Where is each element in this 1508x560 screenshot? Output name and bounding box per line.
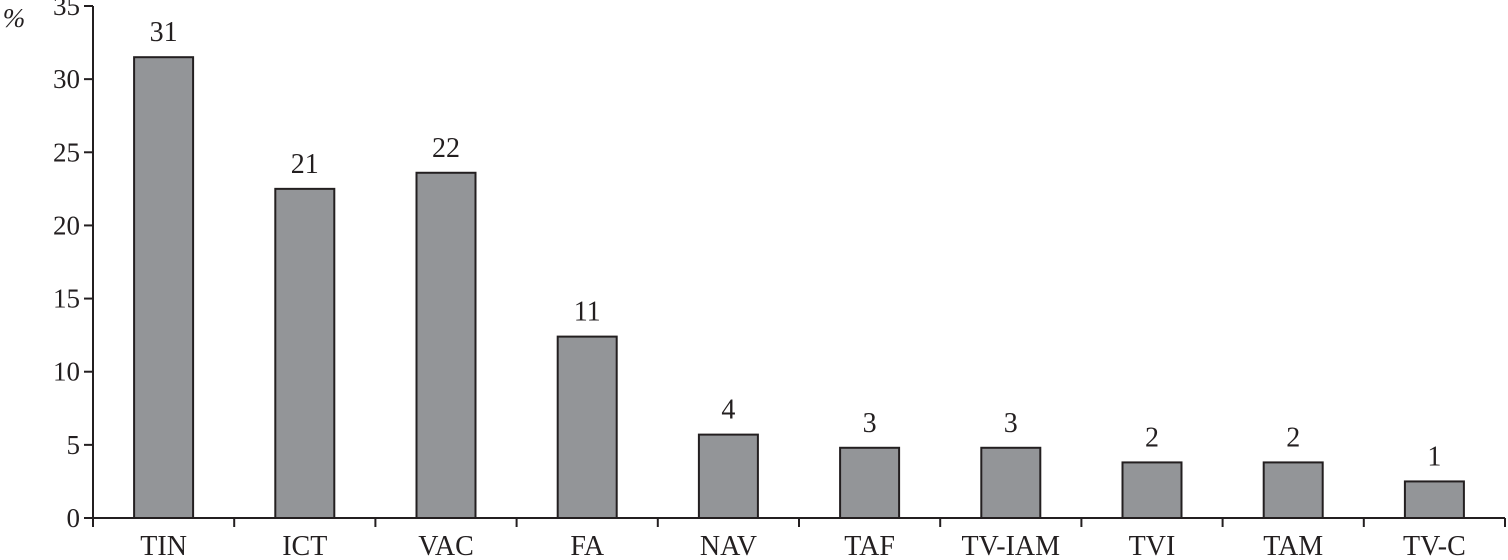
bar-value-label: 2 — [1286, 422, 1300, 453]
y-tick-label: 15 — [53, 284, 80, 314]
y-tick-label: 25 — [53, 137, 80, 167]
x-category-label: TAM — [1263, 531, 1323, 560]
bar-value-label: 22 — [432, 133, 460, 164]
bar-value-label: 21 — [291, 149, 319, 180]
bar-value-label: 3 — [863, 408, 877, 439]
bar-value-label: 2 — [1145, 422, 1159, 453]
x-category-label: VAC — [418, 531, 474, 560]
x-category-label: NAV — [700, 531, 757, 560]
x-category-label: FA — [570, 531, 604, 560]
bar-ict — [274, 187, 336, 519]
y-tick-label: 30 — [53, 64, 80, 94]
x-category-label: TV-IAM — [962, 531, 1061, 560]
y-tick-label: 10 — [53, 357, 80, 387]
bar-tv-c — [1403, 480, 1465, 519]
y-tick-label: 0 — [67, 503, 81, 533]
x-category-label: TIN — [140, 531, 187, 560]
bar-tam — [1262, 461, 1324, 520]
bar-vac — [415, 171, 477, 519]
y-tick-label: 5 — [67, 430, 81, 460]
x-category-label: TV-C — [1403, 531, 1466, 560]
bar-nav — [697, 433, 759, 520]
x-category-label: ICT — [282, 531, 327, 560]
y-axis: 0 5 10 15 20 25 30 35 — [53, 0, 94, 533]
bar-value-label: 1 — [1427, 441, 1441, 472]
x-category-label: TVI — [1129, 531, 1176, 560]
x-category-label: TAF — [844, 531, 895, 560]
bar-tin — [133, 56, 195, 519]
bar-fa — [556, 335, 618, 519]
bar-tv-iam — [980, 446, 1042, 520]
bar-taf — [839, 446, 901, 520]
y-tick-label: 20 — [53, 210, 80, 240]
y-tick-label: 35 — [53, 0, 80, 21]
bars — [133, 56, 1465, 520]
y-axis-unit-label: % — [3, 3, 26, 33]
bar-value-label: 31 — [150, 17, 178, 48]
bar-tvi — [1121, 461, 1183, 520]
x-axis: TIN ICT VAC FA NAV TAF TV-IAM TVI TAM TV-C — [92, 517, 1506, 560]
bar-value-label: 11 — [574, 297, 601, 328]
bar-value-label: 4 — [721, 395, 735, 426]
bar-value-label: 3 — [1004, 408, 1018, 439]
